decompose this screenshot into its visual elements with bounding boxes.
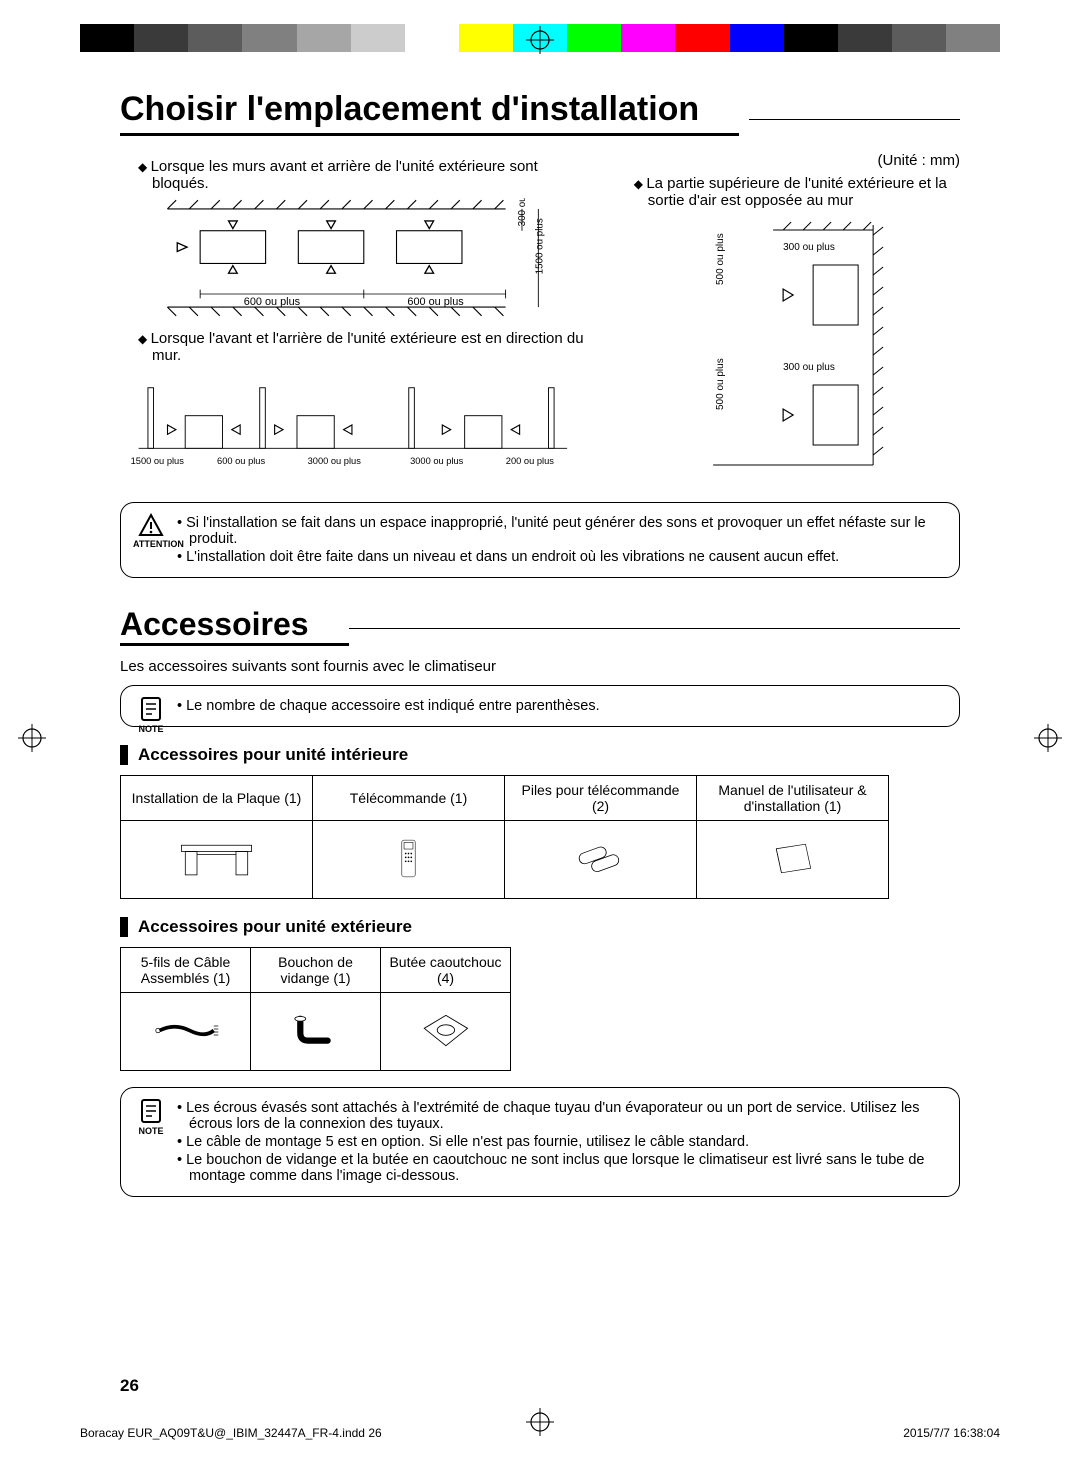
note2-item-2: Le câble de montage 5 est en option. Si … [177, 1134, 945, 1150]
section-outdoor: Accessoires pour unité extérieure [120, 917, 960, 937]
indoor-col-2: Télécommande (1) [313, 776, 505, 821]
bullet-blocked-walls: Lorsque les murs avant et arrière de l'u… [138, 158, 586, 192]
indoor-col-1: Installation de la Plaque (1) [121, 776, 313, 821]
diagram-facing-wall: 1500 ou plus 600 ou plus 3000 ou plus 30… [120, 370, 586, 480]
note1-item-1: Le nombre de chaque accessoire est indiq… [177, 698, 945, 714]
diagram-top-opposed: 500 ou plus 300 ou plus 500 ou plus 300 … [616, 215, 960, 475]
registration-mark-top [526, 26, 554, 54]
note-box-2: NOTE Les écrous évasés sont attachés à l… [120, 1087, 960, 1197]
indoor-img-1 [121, 821, 313, 899]
svg-text:600 ou plus: 600 ou plus [217, 456, 265, 466]
svg-text:500 ou plus: 500 ou plus [715, 358, 726, 410]
svg-text:300 ou plus: 300 ou plus [783, 362, 835, 373]
indoor-col-3: Piles pour télécommande (2) [505, 776, 697, 821]
svg-text:600 ou plus: 600 ou plus [407, 296, 464, 308]
svg-text:500 ou plus: 500 ou plus [715, 233, 726, 285]
outdoor-img-1 [121, 993, 251, 1071]
section-indoor: Accessoires pour unité intérieure [120, 745, 960, 765]
page-content: Choisir l'emplacement d'installation Lor… [120, 90, 960, 1396]
indoor-img-3 [505, 821, 697, 899]
bullet-facing-wall: Lorsque l'avant et l'arrière de l'unité … [138, 330, 586, 364]
heading-accessories: Accessoires [120, 606, 349, 646]
svg-text:1500 ou plus: 1500 ou plus [131, 456, 185, 466]
outdoor-img-3 [381, 993, 511, 1071]
bullet-top-opposed: La partie supérieure de l'unité extérieu… [634, 175, 960, 209]
indoor-img-2 [313, 821, 505, 899]
page-number: 26 [120, 1376, 139, 1396]
registration-mark-right [1034, 724, 1062, 752]
note2-item-3: Le bouchon de vidange et la butée en cao… [177, 1152, 945, 1184]
attention-item-2: L'installation doit être faite dans un n… [177, 549, 945, 565]
attention-label: ATTENTION [133, 539, 184, 549]
svg-text:200 ou plus: 200 ou plus [506, 456, 554, 466]
svg-text:300 ou plus: 300 ou plus [517, 198, 528, 226]
print-footer: Boracay EUR_AQ09T&U@_IBIM_32447A_FR-4.in… [80, 1426, 1000, 1440]
outdoor-col-1: 5-fils de Câble Assemblés (1) [121, 948, 251, 993]
note-label-1: NOTE [138, 724, 163, 734]
svg-text:600 ou plus: 600 ou plus [244, 296, 301, 308]
indoor-img-4 [697, 821, 889, 899]
footer-filename: Boracay EUR_AQ09T&U@_IBIM_32447A_FR-4.in… [80, 1426, 382, 1440]
attention-box: ATTENTION Si l'installation se fait dans… [120, 502, 960, 578]
indoor-col-4: Manuel de l'utilisateur & d'installation… [697, 776, 889, 821]
accessories-intro: Les accessoires suivants sont fournis av… [120, 658, 960, 675]
outdoor-col-2: Bouchon de vidange (1) [251, 948, 381, 993]
footer-timestamp: 2015/7/7 16:38:04 [903, 1426, 1000, 1440]
diagram-blocked-walls: 600 ou plus 600 ou plus 300 ou plus 1500… [120, 198, 586, 318]
heading-rule [749, 119, 960, 120]
outdoor-col-3: Butée caoutchouc (4) [381, 948, 511, 993]
svg-text:300 ou plus: 300 ou plus [783, 242, 835, 253]
outdoor-img-2 [251, 993, 381, 1071]
registration-mark-left [18, 724, 46, 752]
heading-rule-2 [349, 628, 960, 629]
note-label-2: NOTE [138, 1126, 163, 1136]
heading-installation-text: Choisir l'emplacement d'installation [120, 90, 739, 136]
note2-item-1: Les écrous évasés sont attachés à l'extr… [177, 1100, 945, 1132]
note-icon-2: NOTE [133, 1098, 169, 1136]
attention-item-1: Si l'installation se fait dans un espace… [177, 515, 945, 547]
svg-text:1500 ou plus: 1500 ou plus [535, 218, 546, 274]
note-icon: NOTE [133, 696, 169, 734]
svg-text:3000 ou plus: 3000 ou plus [410, 456, 464, 466]
svg-text:3000 ou plus: 3000 ou plus [308, 456, 362, 466]
attention-icon: ATTENTION [133, 513, 169, 549]
note-box-1: NOTE Le nombre de chaque accessoire est … [120, 685, 960, 727]
unit-label: (Unité : mm) [616, 152, 960, 169]
table-indoor-accessories: Installation de la Plaque (1) Télécomman… [120, 775, 889, 899]
table-outdoor-accessories: 5-fils de Câble Assemblés (1) Bouchon de… [120, 947, 511, 1071]
heading-installation: Choisir l'emplacement d'installation [120, 90, 960, 140]
